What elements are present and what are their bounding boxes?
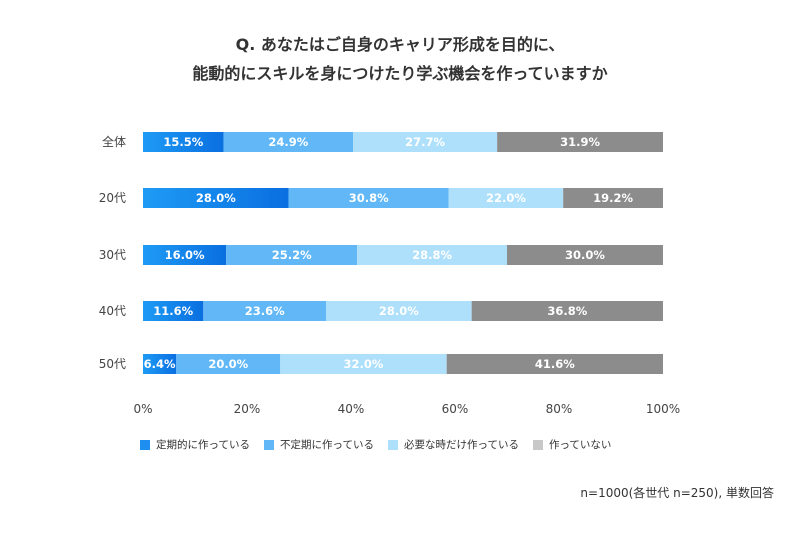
data-label: 11.6% [153, 304, 193, 318]
legend-label: 作っていない [548, 439, 612, 451]
data-label: 25.2% [272, 248, 312, 262]
bar-segment [143, 301, 204, 321]
bars-layer: 15.5% 24.9% 27.7% 31.9% 28.0% 30.8% 22.0% 19.2%… [143, 132, 663, 374]
bar-segment [326, 301, 472, 321]
legend-swatch [387, 439, 398, 450]
data-label: 28.0% [379, 304, 419, 318]
data-label: 28.8% [412, 248, 452, 262]
legend-item: 不定期に作っている [263, 437, 374, 452]
category-labels: 全体 20代 30代 40代 50代 [99, 134, 126, 371]
x-axis-ticks: 0% 20% 40% 60% 80% 100% [133, 402, 680, 416]
data-label: 22.0% [486, 191, 526, 205]
x-tick-label: 100% [646, 402, 680, 416]
legend-swatch [140, 439, 150, 450]
bar-segment [497, 132, 663, 152]
data-label: 30.8% [349, 191, 389, 205]
data-label: 28.0% [196, 191, 236, 205]
bar-segment [143, 132, 224, 152]
legend-item: 定期的に作っている [140, 437, 250, 452]
data-label: 41.6% [535, 357, 575, 371]
bar-segment [507, 245, 663, 265]
bar-segment [353, 132, 498, 152]
bar-segment [446, 354, 663, 374]
data-label: 6.4% [144, 357, 176, 371]
title-line-1: Q. あなたはご自身のキャリア形成を目的に、 [235, 35, 565, 54]
category-label: 50代 [99, 357, 126, 371]
legend: 定期的に作っている 不定期に作っている 必要な時だけ作っている 作っていない [140, 437, 625, 452]
bar-segment [288, 188, 449, 208]
bar-segment [226, 245, 358, 265]
data-label: 19.2% [593, 191, 633, 205]
bar-segment [280, 354, 447, 374]
chart-title: Q. あなたはご自身のキャリア形成を目的に、 能動的にスキルを身につけたり学ぶ機… [0, 30, 800, 88]
legend-swatch [532, 439, 543, 450]
legend-swatch [263, 439, 274, 450]
x-tick-label: 20% [234, 402, 261, 416]
x-tick-label: 80% [546, 402, 573, 416]
bar-segment [176, 354, 281, 374]
data-label: 16.0% [165, 248, 205, 262]
data-label: 30.0% [565, 248, 605, 262]
bar-segment [448, 188, 564, 208]
legend-label: 定期的に作っている [156, 439, 250, 451]
legend-label: 不定期に作っている [279, 439, 374, 451]
data-label: 20.0% [208, 357, 248, 371]
sample-note: n=1000(各世代 n=250), 単数回答 [580, 486, 774, 500]
data-label: 24.9% [268, 135, 308, 149]
legend-item: 作っていない [532, 437, 612, 452]
category-label: 20代 [99, 191, 126, 205]
bar-segment [143, 354, 177, 374]
x-tick-label: 40% [338, 402, 365, 416]
legend-item: 必要な時だけ作っている [387, 437, 519, 452]
data-label: 27.7% [405, 135, 445, 149]
data-label: 31.9% [560, 135, 600, 149]
x-tick-label: 60% [442, 402, 469, 416]
title-line-2: 能動的にスキルを身につけたり学ぶ機会を作っていますか [192, 64, 608, 83]
bar-segment [203, 301, 327, 321]
bar-segment [357, 245, 507, 265]
legend-label: 必要な時だけ作っている [403, 439, 519, 451]
bar-segment [471, 301, 663, 321]
bar-segment [143, 245, 227, 265]
category-label: 30代 [99, 248, 126, 262]
data-label: 36.8% [547, 304, 587, 318]
bar-segment [223, 132, 354, 152]
data-label: 15.5% [163, 135, 203, 149]
category-label: 全体 [102, 134, 126, 149]
data-label: 32.0% [344, 357, 384, 371]
bar-segment [143, 188, 289, 208]
category-label: 40代 [99, 304, 126, 318]
x-tick-label: 0% [133, 402, 152, 416]
bar-segment [563, 188, 663, 208]
data-label: 23.6% [245, 304, 285, 318]
